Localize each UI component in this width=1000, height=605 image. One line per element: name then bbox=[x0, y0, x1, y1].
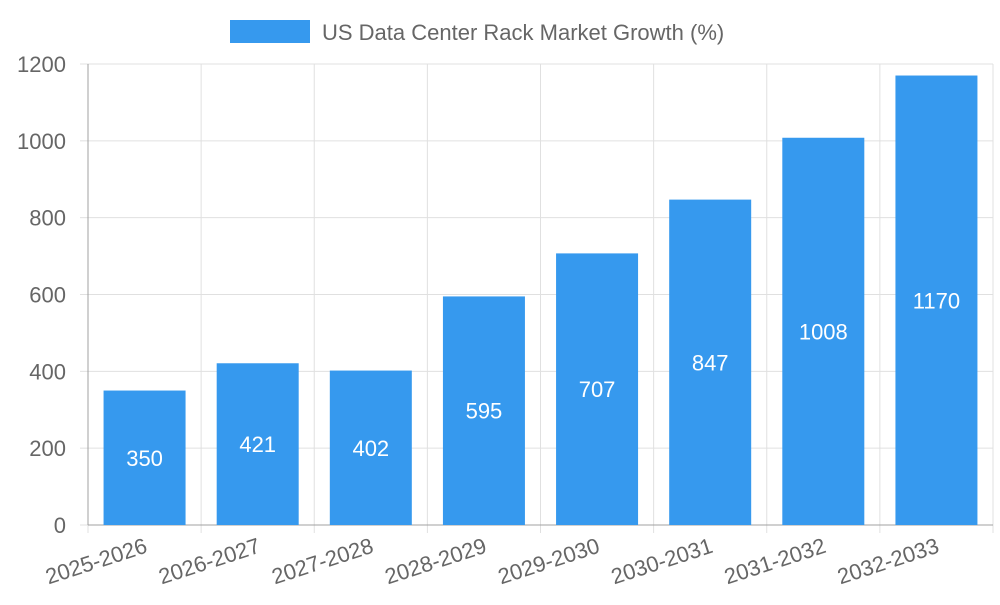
data-label: 350 bbox=[126, 446, 163, 471]
bar-2025-2026[interactable] bbox=[103, 390, 186, 525]
data-label: 707 bbox=[579, 377, 616, 402]
bar-2026-2027[interactable] bbox=[216, 363, 299, 525]
x-tick-label: 2026-2027 bbox=[155, 533, 263, 589]
y-tick-label: 200 bbox=[29, 436, 66, 461]
bar-2031-2032[interactable] bbox=[782, 137, 865, 525]
data-label: 847 bbox=[692, 350, 729, 375]
bar-2028-2029[interactable] bbox=[442, 296, 525, 525]
x-tick-label: 2032-2033 bbox=[834, 533, 942, 589]
data-labels: 350 421 402 595 707 847 1008 1170 bbox=[126, 288, 960, 471]
data-label: 1170 bbox=[913, 288, 960, 313]
y-tick-label: 800 bbox=[29, 206, 66, 231]
data-label: 421 bbox=[239, 432, 276, 457]
bar-2032-2033[interactable] bbox=[895, 75, 978, 526]
legend-label[interactable]: US Data Center Rack Market Growth (%) bbox=[322, 20, 724, 45]
data-label: 595 bbox=[466, 399, 503, 424]
legend-swatch[interactable] bbox=[230, 20, 310, 43]
x-tick-label: 2029-2030 bbox=[495, 533, 603, 589]
bars bbox=[103, 75, 978, 526]
y-tick-label: 1200 bbox=[17, 52, 66, 77]
y-tick-label: 1000 bbox=[17, 129, 66, 154]
x-tick-label: 2027-2028 bbox=[269, 533, 377, 589]
x-tick-label: 2028-2029 bbox=[382, 533, 490, 589]
y-tick-label: 600 bbox=[29, 283, 66, 308]
y-tick-label: 400 bbox=[29, 359, 66, 384]
bar-2027-2028[interactable] bbox=[329, 370, 412, 525]
x-tick-label: 2025-2026 bbox=[42, 533, 150, 589]
bar-2029-2030[interactable] bbox=[556, 253, 639, 525]
legend: US Data Center Rack Market Growth (%) bbox=[230, 20, 724, 45]
x-tick-label: 2031-2032 bbox=[721, 533, 829, 589]
data-label: 1008 bbox=[799, 319, 848, 344]
bar-2030-2031[interactable] bbox=[669, 199, 752, 525]
data-label: 402 bbox=[352, 436, 389, 461]
x-tick-label: 2030-2031 bbox=[608, 533, 716, 589]
y-tick-label: 0 bbox=[54, 513, 66, 538]
